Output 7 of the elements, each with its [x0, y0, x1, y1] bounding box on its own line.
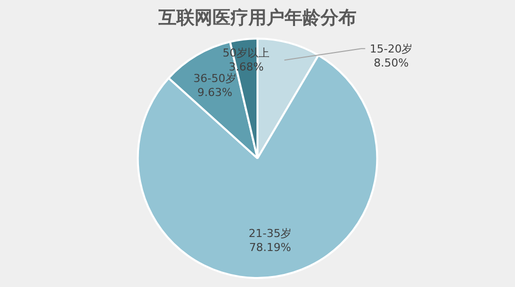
data-label: 9.63% [197, 86, 232, 100]
data-label: 78.19% [249, 240, 292, 254]
slice-label: 21-35岁 [248, 226, 292, 240]
chart-title: 互联网医疗用户年龄分布 [158, 7, 356, 28]
data-label: 8.50% [374, 56, 409, 70]
slice-label: 15-20岁 [370, 42, 413, 56]
slice-label: 36-50岁 [193, 72, 236, 86]
